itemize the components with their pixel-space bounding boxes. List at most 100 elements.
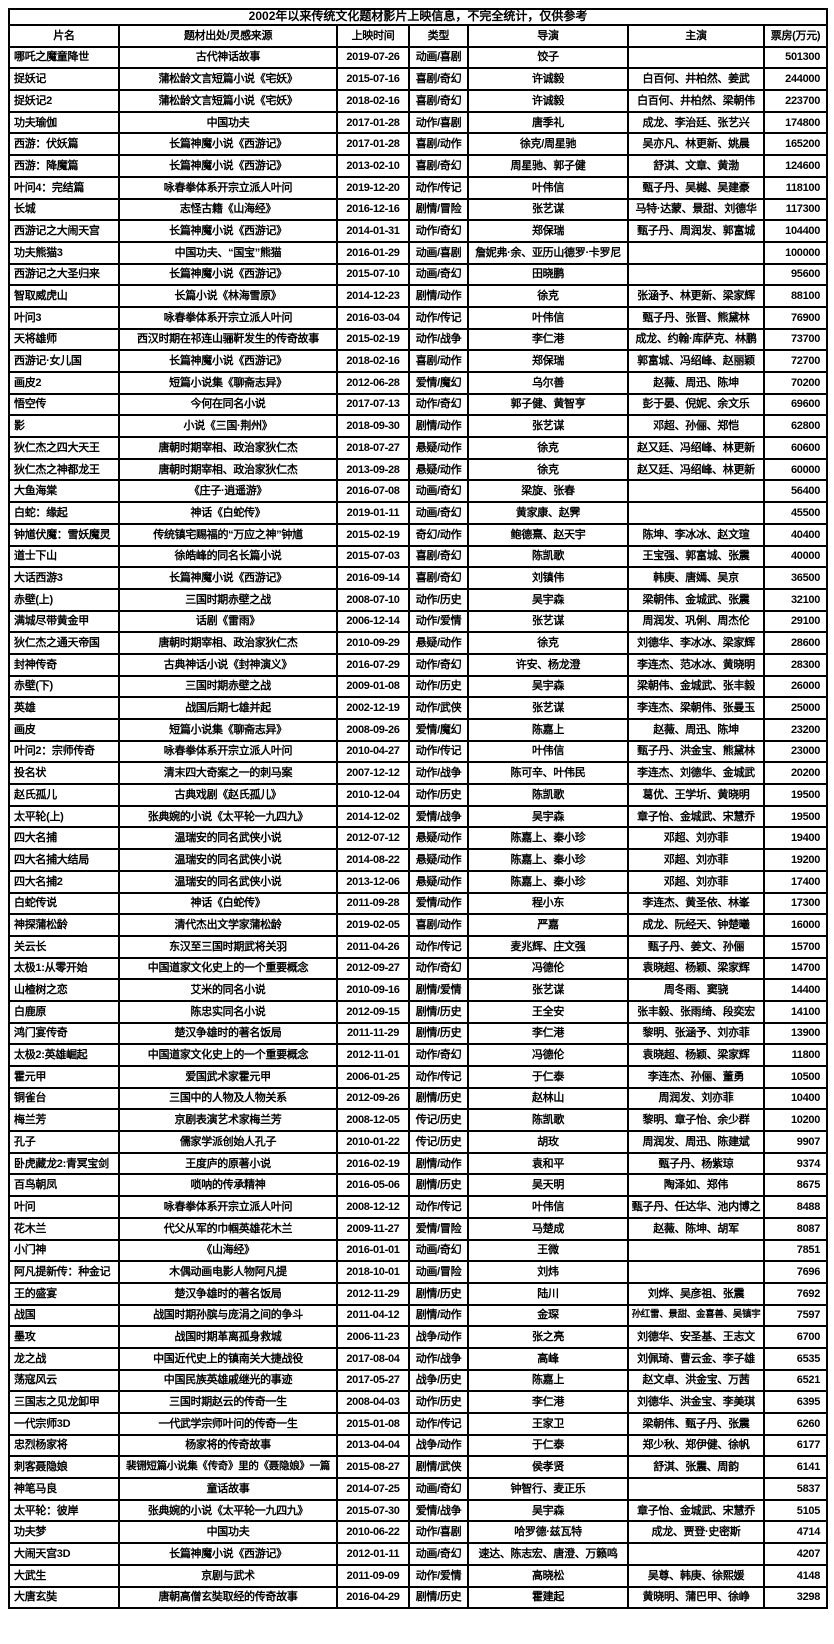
cell-genre: 剧情/历史	[408, 1585, 469, 1610]
cell-release-date: 2018-09-30	[336, 414, 410, 439]
cell-genre: 动作/喜剧	[408, 110, 469, 135]
table-row: 大闹天宫3D 长篇神魔小说《西游记》 2012-01-11 动画/奇幻 速达、陈…	[8, 1542, 829, 1566]
cell-box-office: 17400	[762, 869, 829, 894]
cell-cast: 彭于晏、倪妮、余文乐	[627, 392, 765, 417]
cell-genre: 动画/奇幻	[408, 1542, 469, 1566]
cell-genre: 动作/爱情	[408, 609, 469, 634]
cell-film-title: 西游：伏妖篇	[8, 132, 120, 157]
cell-release-date: 2010-04-27	[336, 739, 410, 764]
cell-film-title: 神探蒲松龄	[8, 913, 120, 937]
cell-box-office: 7692	[762, 1281, 829, 1306]
cell-box-office: 88100	[762, 284, 829, 308]
cell-release-date: 2015-01-08	[336, 1412, 410, 1436]
cell-cast: 甄子丹、周润发、郭富城	[627, 219, 765, 243]
cell-release-date: 2012-09-15	[336, 999, 410, 1024]
cell-source: 中国近代史上的镇南关大捷战役	[118, 1346, 338, 1371]
cell-cast: 甄子丹、杨紫琼	[627, 1151, 765, 1176]
cell-genre: 动画/喜剧	[408, 240, 469, 265]
cell-genre: 剧情/爱情	[408, 978, 469, 1002]
cell-release-date: 2015-02-19	[336, 522, 410, 547]
cell-cast: 白百何、井柏然、梁朝伟	[627, 89, 765, 113]
cell-source: 一代武学宗师叶问的传奇一生	[118, 1412, 338, 1436]
table-row: 狄仁杰之四大天王 唐朝时期宰相、政治家狄仁杰 2018-07-27 悬疑/动作 …	[8, 436, 829, 460]
cell-release-date: 2008-12-05	[336, 1108, 410, 1133]
cell-box-office: 28600	[762, 631, 829, 655]
cell-box-office: 40400	[762, 522, 829, 547]
cell-release-date: 2014-01-31	[336, 219, 410, 243]
cell-genre: 悬疑/动作	[408, 869, 469, 894]
cell-source: 唐朝时期宰相、政治家狄仁杰	[118, 631, 338, 655]
cell-source: 杨家将的传奇故事	[118, 1433, 338, 1458]
cell-genre: 爱情/冒险	[408, 1216, 469, 1241]
cell-cast: 马特·达蒙、景甜、刘德华	[627, 197, 765, 222]
cell-cast: 舒淇、张震、周韵	[627, 1455, 765, 1480]
cell-director: 叶伟信	[467, 1195, 629, 1219]
cell-cast: 赵又廷、冯绍峰、林更新	[627, 457, 765, 482]
cell-film-title: 天将雄师	[8, 327, 120, 352]
cell-film-title: 战国	[8, 1303, 120, 1328]
cell-film-title: 西游：降魔篇	[8, 154, 120, 178]
cell-genre: 动画/奇幻	[408, 1477, 469, 1501]
table-row: 四大名捕 温瑞安的同名武侠小说 2012-07-12 悬疑/动作 陈嘉上、秦小珍…	[8, 826, 829, 851]
cell-release-date: 2013-09-28	[336, 457, 410, 482]
cell-release-date: 2016-07-08	[336, 479, 410, 504]
cell-source: 长篇小说《林海雪原》	[118, 284, 338, 308]
table-row: 鸿门宴传奇 楚汉争雄时的著名饭局 2011-11-29 剧情/历史 李仁港 黎明…	[8, 1021, 829, 1046]
cell-cast: 刘德华、李冰冰、梁家辉	[627, 631, 765, 655]
cell-director: 张艺谋	[467, 978, 629, 1002]
cell-source: 张典婉的小说《太平轮一九四九》	[118, 1498, 338, 1523]
cell-director: 陈凯歌	[467, 783, 629, 807]
cell-director: 许诚毅	[467, 89, 629, 113]
cell-release-date: 2011-09-28	[336, 891, 410, 916]
cell-genre: 剧情/历史	[408, 1086, 469, 1111]
table-row: 大话西游3 长篇神魔小说《西游记》 2016-09-14 喜剧/奇幻 刘镇伟 韩…	[8, 566, 829, 590]
cell-box-office: 26000	[762, 674, 829, 699]
cell-release-date: 2016-12-16	[336, 197, 410, 222]
cell-release-date: 2014-12-02	[336, 804, 410, 829]
cell-box-office: 7851	[762, 1238, 829, 1263]
cell-genre: 动画/奇幻	[408, 501, 469, 525]
cell-box-office: 60000	[762, 457, 829, 482]
cell-release-date: 2016-01-29	[336, 240, 410, 265]
cell-film-title: 画皮	[8, 718, 120, 742]
cell-director: 速达、陈志宏、唐澄、万籁鸣	[467, 1542, 629, 1566]
cell-genre: 动作/传记	[408, 175, 469, 200]
cell-source: 京剧表演艺术家梅兰芳	[118, 1108, 338, 1133]
cell-cast: 李连杰、孙俪、董勇	[627, 1065, 765, 1089]
table-row: 画皮 短篇小说集《聊斋志异》 2008-09-26 爱情/魔幻 陈嘉上 赵薇、周…	[8, 718, 829, 742]
cell-box-office: 23200	[762, 718, 829, 742]
cell-source: 中国功夫、“国宝”熊猫	[118, 240, 338, 265]
cell-release-date: 2009-01-08	[336, 674, 410, 699]
cell-cast: 甄子丹、洪金宝、熊黛林	[627, 739, 765, 764]
cell-film-title: 一代宗师3D	[8, 1412, 120, 1436]
cell-box-office: 5105	[762, 1498, 829, 1523]
cell-release-date: 2018-02-16	[336, 89, 410, 113]
cell-box-office: 28300	[762, 652, 829, 677]
cell-source: 长篇神魔小说《西游记》	[118, 132, 338, 157]
cell-director: 徐克	[467, 631, 629, 655]
cell-source: 裴铏短篇小说集《传奇》里的《聂隐娘》一篇	[118, 1455, 338, 1480]
cell-source: 三国中的人物及人物关系	[118, 1086, 338, 1111]
cell-release-date: 2012-01-11	[336, 1542, 410, 1566]
cell-box-office: 36500	[762, 566, 829, 590]
cell-box-office: 244000	[762, 67, 829, 92]
cell-director: 詹妮弗·余、亚历山德罗·卡罗尼	[467, 240, 629, 265]
table-row: 忠烈杨家将 杨家将的传奇故事 2013-04-04 战争/动作 于仁泰 郑少秋、…	[8, 1433, 829, 1458]
cell-cast: 李连杰、黄圣依、林峯	[627, 891, 765, 916]
cell-cast: 刘佩琦、曹云金、李子雄	[627, 1346, 765, 1371]
cell-cast: 陈坤、李冰冰、赵文瑄	[627, 522, 765, 547]
cell-source: 三国时期赤壁之战	[118, 587, 338, 612]
cell-genre: 动画/奇幻	[408, 479, 469, 504]
cell-genre: 动作/传记	[408, 934, 469, 959]
cell-director: 马楚成	[467, 1216, 629, 1241]
cell-source: 张典婉的小说《太平轮一九四九》	[118, 804, 338, 829]
cell-director: 张之亮	[467, 1325, 629, 1349]
cell-genre: 剧情/武侠	[408, 1455, 469, 1480]
cell-genre: 喜剧/动作	[408, 132, 469, 157]
table-row: 道士下山 徐皓峰的同名长篇小说 2015-07-03 喜剧/奇幻 陈凯歌 王宝强…	[8, 544, 829, 569]
cell-cast: 葛优、王学圻、黄晓明	[627, 783, 765, 807]
cell-cast: 周润发、巩俐、周杰伦	[627, 609, 765, 634]
cell-film-title: 钟馗伏魔：雪妖魔灵	[8, 522, 120, 547]
cell-cast: 李连杰、范冰冰、黄晓明	[627, 652, 765, 677]
table-row: 西游记之大圣归来 长篇神魔小说《西游记》 2015-07-10 动画/奇幻 田晓…	[8, 262, 829, 287]
